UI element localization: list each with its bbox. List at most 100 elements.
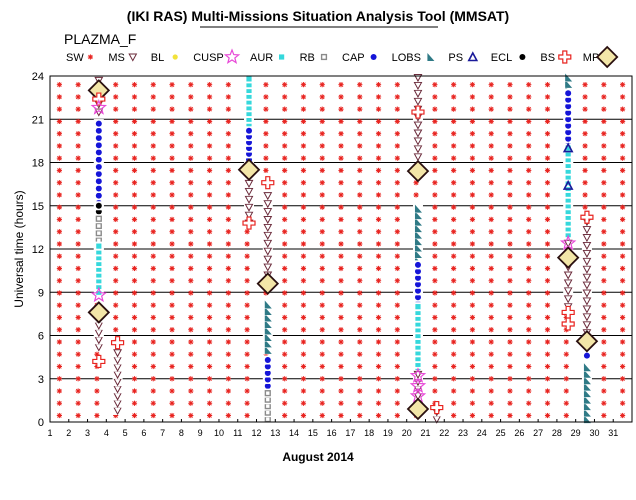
sw-mark	[282, 388, 288, 394]
sw-mark	[225, 216, 231, 223]
sw-mark	[469, 376, 476, 382]
sw-mark	[282, 131, 288, 137]
sw-mark	[282, 253, 288, 259]
sw-mark	[544, 327, 551, 333]
sw-mark	[469, 167, 476, 174]
marker-bs	[110, 336, 125, 350]
sw-mark	[394, 363, 400, 370]
sw-mark	[451, 94, 457, 100]
sw-mark	[169, 180, 175, 186]
mark-ms	[582, 257, 592, 266]
mark-cap	[565, 109, 572, 116]
sw-mark	[56, 216, 62, 223]
marker-mp	[87, 301, 111, 324]
sw-mark	[451, 253, 457, 259]
mark-aur	[415, 344, 421, 350]
sw-mark	[300, 192, 307, 198]
sw-mark	[375, 82, 382, 88]
sw-mark	[601, 118, 607, 125]
sw-mark	[620, 241, 626, 247]
sw-mark	[357, 351, 363, 357]
mark-aur	[565, 220, 571, 226]
mark-aur	[246, 105, 252, 111]
sw-mark	[188, 302, 194, 308]
marker-ps	[562, 142, 574, 153]
sw-mark	[394, 131, 400, 137]
sw-mark	[206, 363, 213, 370]
sw-mark	[432, 376, 438, 382]
x-tick-label: 1	[47, 428, 52, 438]
sw-mark	[75, 412, 81, 419]
sw-mark	[620, 143, 626, 149]
mark-cap	[95, 149, 102, 156]
sw-mark	[526, 388, 532, 394]
mark-ms	[263, 208, 273, 217]
mark-aur	[415, 315, 421, 321]
sw-mark	[469, 94, 476, 100]
sw-mark	[244, 376, 250, 382]
sw-mark	[394, 118, 400, 125]
sw-mark	[169, 143, 175, 149]
mark-ms	[582, 321, 592, 330]
sw-mark	[601, 376, 607, 382]
mark-ms	[413, 145, 423, 154]
sw-mark	[56, 155, 62, 161]
sw-mark	[188, 204, 194, 210]
sw-mark	[432, 143, 438, 149]
sw-mark	[169, 131, 175, 137]
sw-mark	[507, 82, 513, 88]
sw-mark	[56, 82, 62, 88]
sw-mark	[375, 363, 382, 370]
sw-mark	[357, 131, 363, 137]
legend-symbol-ecl	[519, 54, 526, 60]
sw-mark	[75, 290, 81, 296]
sw-mark	[206, 131, 213, 137]
mark-cap	[414, 287, 421, 294]
mark-cap	[414, 281, 421, 288]
sw-mark	[526, 278, 532, 284]
sw-mark	[507, 192, 513, 198]
sw-mark	[432, 241, 438, 247]
sw-mark	[113, 265, 119, 272]
sw-mark	[488, 290, 494, 296]
mark-cap	[95, 127, 102, 134]
x-tick-label: 3	[85, 428, 90, 438]
x-tick-label: 20	[402, 428, 412, 438]
sw-mark	[338, 363, 344, 370]
sw-mark	[113, 106, 119, 112]
legend-symbol-lobs	[427, 53, 435, 61]
sw-mark	[469, 192, 476, 198]
sw-mark	[394, 180, 400, 186]
sw-mark	[244, 327, 250, 333]
sw-mark	[300, 229, 307, 235]
sw-mark	[544, 106, 551, 112]
sw-mark	[432, 388, 438, 394]
marker-bs	[261, 176, 275, 190]
sw-mark	[56, 241, 62, 247]
sw-mark	[206, 192, 213, 198]
sw-mark	[131, 400, 138, 406]
sw-mark	[206, 290, 213, 296]
sw-mark	[75, 314, 81, 321]
sw-mark	[526, 143, 532, 149]
sw-mark	[375, 314, 382, 321]
x-tick-label: 11	[233, 428, 242, 438]
sw-mark	[282, 118, 288, 125]
sw-mark	[188, 376, 194, 382]
legend-symbol-ms	[128, 53, 138, 62]
sw-mark	[206, 388, 213, 394]
sw-mark	[150, 278, 156, 284]
sw-mark	[338, 204, 344, 210]
sw-mark	[375, 351, 382, 357]
sw-mark	[319, 412, 325, 419]
sw-mark	[469, 363, 476, 370]
sw-mark	[375, 192, 382, 198]
sw-mark	[601, 278, 607, 284]
sw-mark	[206, 94, 213, 100]
sw-mark	[282, 167, 288, 174]
sw-mark	[451, 400, 457, 406]
mark-lobs	[583, 363, 591, 372]
sw-mark	[300, 180, 307, 186]
sw-mark	[150, 229, 156, 235]
sw-mark	[357, 155, 363, 161]
